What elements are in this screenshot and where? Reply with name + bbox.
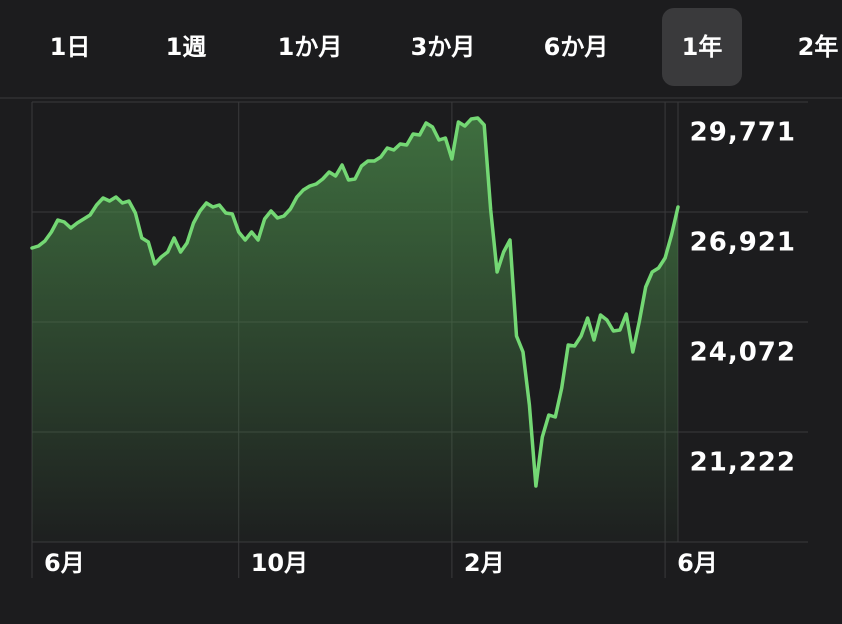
y-tick-label: 29,771	[690, 118, 796, 148]
x-tick-label: 6月	[677, 549, 718, 577]
range-tab[interactable]: 2年	[798, 33, 839, 61]
y-tick-label: 26,921	[690, 228, 796, 258]
range-tab[interactable]: 1か月	[278, 33, 343, 61]
range-tab[interactable]: 3か月	[411, 33, 476, 61]
x-tick-label: 10月	[251, 549, 308, 577]
plot	[30, 116, 680, 542]
tab-highlight	[662, 8, 742, 86]
area-fill	[32, 118, 678, 542]
range-tab[interactable]: 1年	[682, 33, 723, 61]
y-tick-label: 24,072	[690, 337, 796, 367]
axis-labels: 29,771 26,921 24,072 21,222 6月 10月 2月 6月	[44, 118, 796, 578]
y-tick-label: 21,222	[690, 447, 796, 477]
price-line	[30, 116, 680, 488]
range-tab[interactable]: 1週	[166, 33, 207, 61]
x-tick-label: 2月	[464, 549, 505, 577]
range-tabs: 1日 1週 1か月 3か月 6か月 1年 2年	[50, 8, 839, 86]
range-tab[interactable]: 1日	[50, 33, 91, 61]
x-tick-label: 6月	[44, 549, 85, 577]
range-tab[interactable]: 6か月	[544, 33, 609, 61]
